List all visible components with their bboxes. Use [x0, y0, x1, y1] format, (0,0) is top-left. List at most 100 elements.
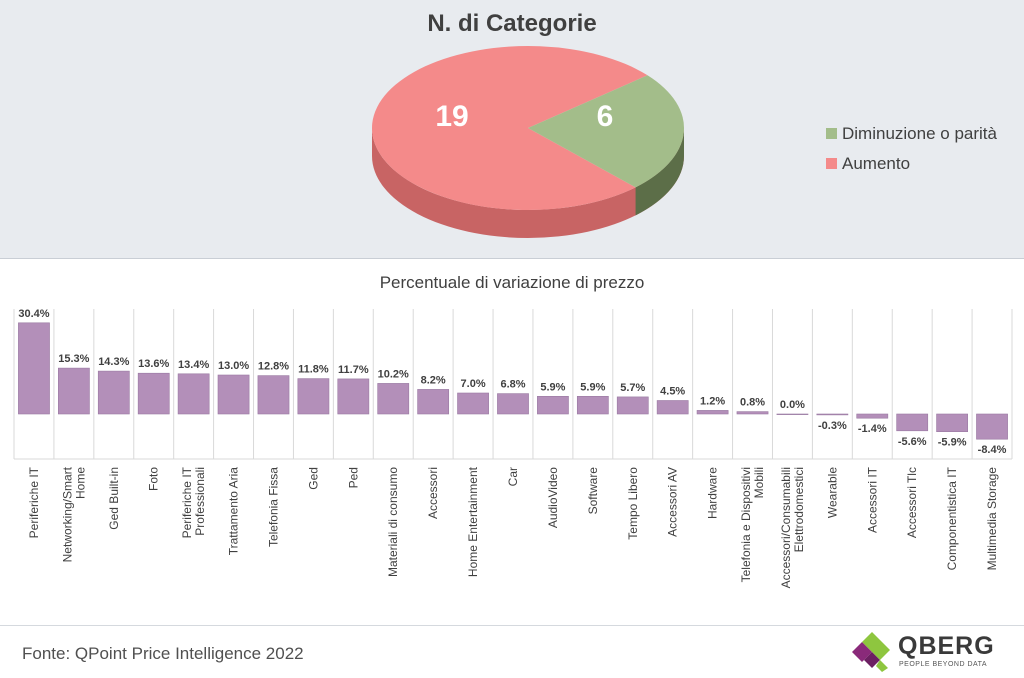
bar-value-label: 5.7%: [620, 382, 645, 394]
bar-chart: Percentuale di variazione di prezzo 30.4…: [13, 273, 1013, 588]
legend-label-increase: Aumento: [842, 154, 910, 173]
bar: [537, 396, 569, 415]
bar: [337, 378, 370, 415]
category-label: Hardware: [706, 467, 720, 519]
bar-value-label: -1.4%: [858, 423, 887, 435]
category-label: Ged: [306, 467, 320, 490]
bar-value-label: -0.3%: [818, 420, 847, 432]
bar: [776, 413, 809, 415]
category-label: Accessori Tlc: [905, 467, 919, 538]
bar: [137, 372, 170, 415]
bar-chart-panel: Percentuale di variazione di prezzo 30.4…: [0, 259, 1024, 626]
category-label: Multimedia Storage: [985, 467, 999, 571]
bar-value-label: 14.3%: [98, 356, 129, 368]
bar-value-label: 4.5%: [660, 386, 685, 398]
category-label: Home: [73, 467, 87, 499]
bar: [896, 413, 929, 432]
category-label: Elettrodomestici: [792, 467, 806, 552]
category-label: Car: [506, 467, 520, 486]
bar-value-label: 11.7%: [338, 364, 369, 376]
bar: [497, 393, 529, 415]
legend-swatch-decrease: [826, 128, 837, 139]
legend-swatch-increase: [826, 158, 837, 169]
category-label: Ped: [346, 467, 360, 488]
pie-slice-increase: [372, 45, 648, 211]
pie-label-decrease: 6: [597, 100, 614, 133]
bar: [417, 389, 450, 415]
category-label: Telefonia Fissa: [266, 467, 280, 547]
category-label: Mobili: [752, 467, 766, 498]
bar: [936, 413, 968, 433]
bar-value-label: -5.6%: [898, 436, 927, 448]
bar: [217, 374, 250, 415]
category-label: Networking/Smart: [60, 466, 74, 562]
qberg-logo-icon: [852, 632, 890, 672]
pie-label-increase: 19: [435, 100, 468, 133]
category-label: Software: [586, 467, 600, 515]
category-label: Accessori/Consumabili: [779, 467, 793, 588]
legend-label-decrease: Diminuzione o parità: [842, 124, 998, 143]
bar-value-label: 0.0%: [780, 399, 805, 411]
bar-value-label: 8.2%: [421, 374, 446, 386]
category-label: Accessori: [426, 467, 440, 519]
bar-chart-title: Percentuale di variazione di prezzo: [380, 273, 645, 292]
pie-side-decrease: [635, 128, 684, 216]
bar-value-label: 13.0%: [218, 360, 249, 372]
category-label: Periferiche IT: [180, 466, 194, 538]
pie-side-increase: [372, 128, 684, 238]
category-label: Foto: [147, 467, 161, 491]
bar-value-label: 10.2%: [378, 368, 409, 380]
bar: [457, 392, 489, 415]
bar: [377, 383, 410, 415]
category-label: Tempo Libero: [626, 467, 640, 540]
pie-chart: N. di Categorie 19 6 Diminuzione o parit…: [372, 10, 998, 238]
category-label: Materiali di consumo: [386, 467, 400, 577]
category-label: Ged Built-in: [107, 467, 121, 530]
bar-value-label: 30.4%: [18, 308, 49, 320]
logo-wordmark: QBERG: [898, 632, 995, 660]
bar-value-label: 12.8%: [258, 361, 289, 373]
bar-value-label: 1.2%: [700, 395, 725, 407]
bar-value-label: 13.6%: [138, 358, 169, 370]
bar-value-label: 6.8%: [500, 379, 525, 391]
bar: [576, 396, 609, 415]
qberg-logo[interactable]: QBERG PEOPLE BEYOND DATA: [850, 630, 1020, 674]
category-label: Accessori AV: [666, 467, 680, 537]
bar: [177, 373, 210, 415]
category-label: Accessori IT: [865, 466, 879, 533]
bar: [736, 411, 769, 415]
bar: [616, 396, 649, 415]
bar-value-label: 11.8%: [298, 364, 329, 376]
pie-slice-decrease: [528, 75, 685, 188]
bar: [257, 375, 290, 415]
bar-value-label: 15.3%: [58, 353, 89, 365]
category-label: Telefonia e Dispositivi: [739, 467, 753, 582]
bar-value-label: -8.4%: [978, 444, 1007, 456]
bar: [696, 410, 729, 415]
pie-chart-title: N. di Categorie: [427, 10, 596, 37]
bar: [297, 378, 330, 415]
bar-value-label: 5.9%: [580, 381, 605, 393]
bar: [856, 413, 889, 419]
bar: [58, 367, 90, 415]
bar-value-label: 13.4%: [178, 359, 209, 371]
pie-chart-panel: N. di Categorie 19 6 Diminuzione o parit…: [0, 0, 1024, 259]
logo-tagline: PEOPLE BEYOND DATA: [899, 661, 988, 668]
bar-value-label: 5.9%: [540, 381, 565, 393]
source-note: Fonte: QPoint Price Intelligence 2022: [22, 644, 304, 663]
bar-value-label: 0.8%: [740, 397, 765, 409]
category-label: Wearable: [825, 467, 839, 518]
bar: [97, 370, 130, 415]
bar: [656, 400, 689, 415]
bar-value-label: 7.0%: [461, 378, 486, 390]
category-label: Professionali: [193, 467, 207, 536]
category-label: Periferiche IT: [27, 466, 41, 538]
bar-value-label: -5.9%: [938, 437, 967, 449]
category-label: Home Entertainment: [466, 466, 480, 577]
bar: [816, 413, 849, 416]
bar: [976, 413, 1008, 440]
category-label: AudioVideo: [546, 467, 560, 528]
category-label: Componentistica IT: [945, 466, 959, 570]
bar: [18, 322, 50, 415]
category-label: Trattamento Aria: [227, 467, 241, 556]
